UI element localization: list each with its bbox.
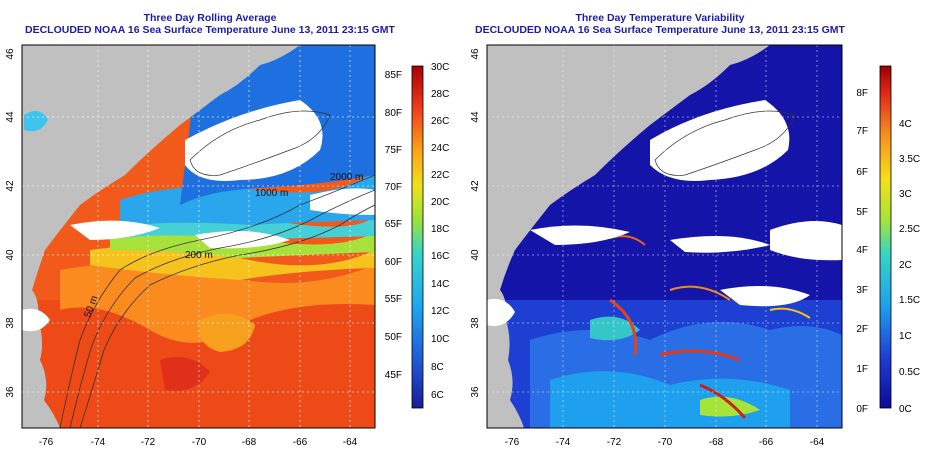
lon-tick: -66 bbox=[759, 437, 774, 448]
colorbar-f-label: 4F bbox=[856, 245, 868, 256]
colorbar-c-label: 2.5C bbox=[899, 224, 920, 235]
lon-tick: -64 bbox=[343, 437, 358, 448]
colorbar-c-label: 1C bbox=[899, 331, 912, 342]
colorbar-c-label: 0.5C bbox=[899, 367, 920, 378]
colorbar-c-label: 20C bbox=[431, 197, 449, 208]
right-map-title: Three Day Temperature Variability bbox=[575, 12, 745, 24]
colorbar-c-label: 1.5C bbox=[899, 295, 920, 306]
left-map-subtitle: DECLOUDED NOAA 16 Sea Surface Temperatur… bbox=[25, 24, 395, 36]
lon-tick: -68 bbox=[242, 437, 257, 448]
lon-tick: -66 bbox=[293, 437, 308, 448]
contour-label-1000: 1000 m bbox=[255, 188, 288, 199]
right-map-subtitle: DECLOUDED NOAA 16 Sea Surface Temperatur… bbox=[475, 24, 845, 36]
colorbar-c-label: 22C bbox=[431, 170, 449, 181]
colorbar-c-label: 28C bbox=[431, 89, 449, 100]
lat-tick: 38 bbox=[470, 317, 481, 329]
colorbar-c-label: 6C bbox=[431, 390, 444, 401]
colorbar-f-label: 8F bbox=[856, 88, 868, 99]
lat-tick: 46 bbox=[470, 48, 481, 60]
lat-tick: 42 bbox=[5, 180, 16, 192]
lat-tick: 44 bbox=[470, 111, 481, 123]
sst-colorbar bbox=[411, 65, 424, 409]
lon-tick: -74 bbox=[556, 437, 571, 448]
colorbar-c-label: 14C bbox=[431, 279, 449, 290]
colorbar-f-label: 3F bbox=[856, 285, 868, 296]
variability-colorbar bbox=[879, 65, 892, 409]
colorbar-f-label: 6F bbox=[856, 167, 868, 178]
colorbar-c-label: 2C bbox=[899, 260, 912, 271]
colorbar-f-label: 65F bbox=[385, 219, 402, 230]
lon-tick: -70 bbox=[192, 437, 207, 448]
lat-tick: 46 bbox=[5, 48, 16, 60]
colorbar-f-label: 1F bbox=[856, 364, 868, 375]
colorbar-f-label: 2F bbox=[856, 324, 868, 335]
lat-tick: 36 bbox=[5, 386, 16, 398]
colorbar-c-label: 18C bbox=[431, 224, 449, 235]
lon-tick: -72 bbox=[607, 437, 622, 448]
left-map-title: Three Day Rolling Average bbox=[143, 12, 277, 24]
lon-tick: -74 bbox=[91, 437, 106, 448]
colorbar-f-label: 50F bbox=[385, 332, 402, 343]
colorbar-f-label: 75F bbox=[385, 145, 402, 156]
colorbar-c-label: 0C bbox=[899, 404, 912, 415]
lon-tick: -68 bbox=[709, 437, 724, 448]
lon-tick: -70 bbox=[658, 437, 673, 448]
colorbar-f-label: 85F bbox=[385, 70, 402, 81]
colorbar-c-label: 4C bbox=[899, 119, 912, 130]
lon-tick: -72 bbox=[141, 437, 156, 448]
colorbar-f-label: 0F bbox=[856, 404, 868, 415]
contour-label-2000: 2000 m bbox=[330, 172, 363, 183]
lat-tick: 40 bbox=[470, 249, 481, 261]
colorbar-f-label: 55F bbox=[385, 294, 402, 305]
colorbar-f-label: 70F bbox=[385, 182, 402, 193]
lat-tick: 38 bbox=[5, 317, 16, 329]
lon-tick: -76 bbox=[39, 437, 54, 448]
colorbar-c-label: 10C bbox=[431, 334, 449, 345]
colorbar-c-label: 16C bbox=[431, 251, 449, 262]
lon-tick: -64 bbox=[810, 437, 825, 448]
right-variability-map: 46 44 42 40 38 36 -76 -74 -72 -70 -68 -6… bbox=[470, 44, 920, 448]
colorbar-c-label: 24C bbox=[431, 143, 449, 154]
lat-tick: 40 bbox=[5, 249, 16, 261]
colorbar-c-label: 8C bbox=[431, 362, 444, 373]
lat-tick: 44 bbox=[5, 111, 16, 123]
colorbar-c-label: 12C bbox=[431, 306, 449, 317]
contour-label-200: 200 m bbox=[185, 250, 213, 261]
colorbar-f-label: 5F bbox=[856, 207, 868, 218]
colorbar-f-label: 7F bbox=[856, 126, 868, 137]
colorbar-c-label: 3.5C bbox=[899, 154, 920, 165]
lat-tick: 42 bbox=[470, 180, 481, 192]
colorbar-c-label: 30C bbox=[431, 62, 449, 73]
lon-tick: -76 bbox=[505, 437, 520, 448]
colorbar-c-label: 3C bbox=[899, 189, 912, 200]
lat-tick: 36 bbox=[470, 386, 481, 398]
colorbar-f-label: 80F bbox=[385, 108, 402, 119]
colorbar-c-label: 26C bbox=[431, 116, 449, 127]
colorbar-f-label: 45F bbox=[385, 370, 402, 381]
colorbar-f-label: 60F bbox=[385, 257, 402, 268]
left-sst-map: 2000 m 1000 m 200 m 50 m 46 44 42 40 38 … bbox=[5, 44, 449, 448]
